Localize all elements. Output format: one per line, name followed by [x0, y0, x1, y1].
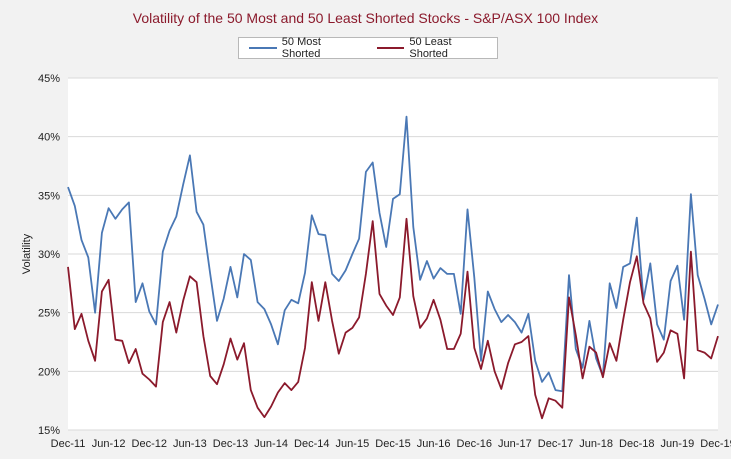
y-tick-label: 35% — [38, 190, 60, 202]
y-tick-label: 40% — [38, 132, 60, 144]
x-tick-label: Dec-11 — [51, 438, 86, 450]
x-axis-tick-labels: Dec-11 Jun-12 Dec-12 Jun-13 Dec-13 Jun-14 Dec-… — [51, 438, 731, 450]
x-tick-label: Jun-13 — [173, 438, 207, 450]
legend-label-least-shorted: 50 Least Shorted — [409, 36, 452, 60]
x-tick-label: Jun-17 — [498, 438, 532, 450]
y-axis-tick-labels: 15% 20% 25% 30% 35% 40% 45% — [38, 73, 60, 437]
x-tick-label: Jun-12 — [92, 438, 126, 450]
x-tick-label: Dec-13 — [213, 438, 248, 450]
x-tick-label: Jun-19 — [661, 438, 695, 450]
series-line-least-shorted — [67, 217, 719, 420]
y-axis-title: Volatility — [21, 233, 33, 274]
x-tick-label: Dec-12 — [132, 438, 167, 450]
chart-title: Volatility of the 50 Most and 50 Least S… — [132, 10, 599, 26]
x-tick-label: Jun-16 — [417, 438, 451, 450]
x-tick-label: Dec-16 — [457, 438, 492, 450]
x-tick-label: Dec-15 — [375, 438, 410, 450]
x-tick-label: Jun-15 — [336, 438, 370, 450]
legend-item-least-shorted: 50 Least Shorted — [376, 36, 487, 60]
x-tick-label: Dec-19 — [700, 438, 731, 450]
series-lines — [67, 115, 719, 420]
x-tick-label: Dec-17 — [538, 438, 573, 450]
x-tick-label: Jun-14 — [254, 438, 288, 450]
x-tick-label: Dec-14 — [294, 438, 329, 450]
series-line-most-shorted — [67, 115, 719, 393]
y-tick-label: 15% — [38, 425, 60, 437]
y-tick-label: 30% — [38, 249, 60, 261]
x-tick-label: Jun-18 — [579, 438, 613, 450]
legend-label-most-shorted: 50 Most Shorted — [281, 36, 321, 60]
legend-swatch-most-shorted — [249, 47, 277, 49]
y-tick-label: 45% — [38, 73, 60, 85]
legend: 50 Most Shorted 50 Least Shorted — [238, 36, 498, 60]
x-tick-label: Dec-18 — [619, 438, 654, 450]
y-tick-label: 25% — [38, 308, 60, 320]
legend-swatch-least-shorted — [376, 47, 405, 49]
legend-item-most-shorted: 50 Most Shorted — [249, 36, 357, 60]
y-tick-label: 20% — [38, 366, 60, 378]
